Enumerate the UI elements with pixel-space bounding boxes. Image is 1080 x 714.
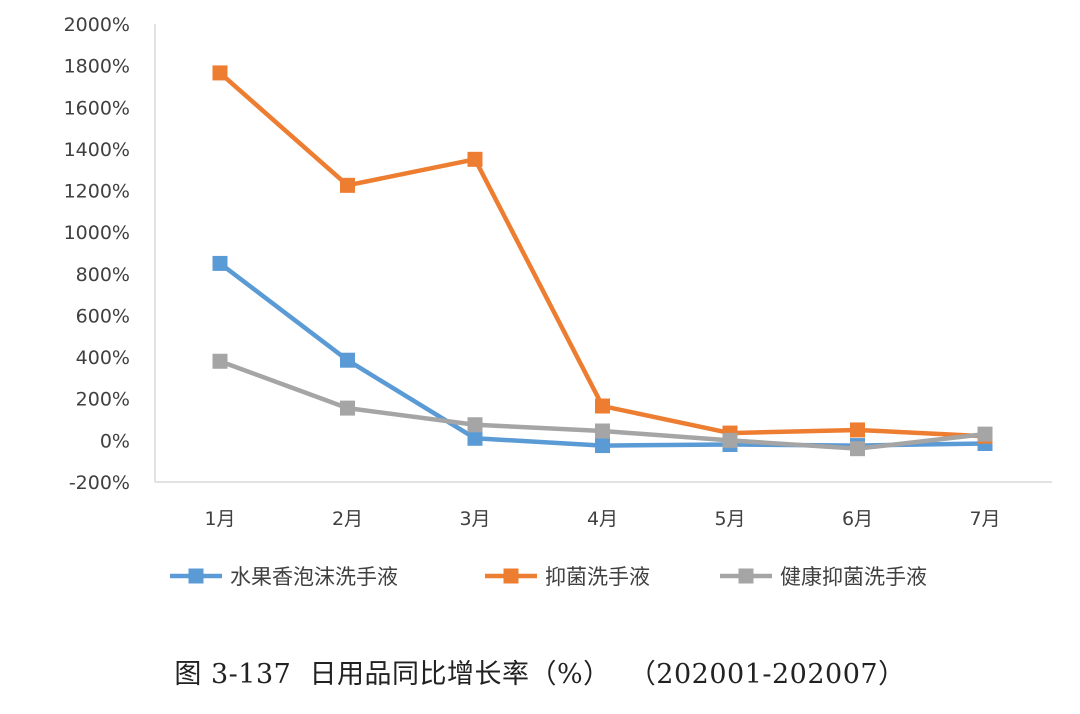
x-tick-label: 6月 [842,508,873,530]
y-tick-label: 1800% [64,56,130,78]
data-point [595,438,610,454]
series-lines [218,71,986,451]
data-point [850,441,865,457]
y-tick-label: 0% [100,430,130,452]
y-tick-label: 800% [76,264,130,286]
y-tick-label: 600% [76,305,130,327]
y-tick-label: 1600% [64,97,130,119]
data-point [340,400,355,416]
series-markers [212,65,993,457]
x-tick-label: 5月 [714,508,745,530]
y-axis-tick-labels: 2000% 1800% 1600% 1400% 1200% 1000% 800% 600% 40… [64,14,130,494]
series-line-2 [218,71,986,439]
x-tick-label: 7月 [969,508,1000,530]
y-tick-label: 1200% [64,181,130,203]
data-point [212,65,228,81]
legend-label: 健康抑菌洗手液 [780,565,927,589]
legend-marker [188,568,204,584]
legend: 水果香泡沫洗手液 抑菌洗手液 健康抑菌洗手液 [170,565,927,589]
data-point [340,352,355,368]
legend-label: 抑菌洗手液 [545,565,650,589]
data-point [340,177,355,193]
data-point [977,426,993,442]
data-point [722,432,738,448]
x-tick-label: 1月 [204,508,235,530]
legend-marker [503,568,519,584]
data-point [595,423,610,439]
y-tick-label: 2000% [64,14,130,36]
x-tick-label: 2月 [332,508,363,530]
y-tick-label: 400% [76,347,130,369]
legend-label: 水果香泡沫洗手液 [230,565,398,589]
series-line-1 [218,261,986,448]
y-tick-label: 200% [76,389,130,411]
data-point [595,398,610,414]
x-tick-label: 4月 [587,508,618,530]
chart-axes [154,24,1052,483]
data-point [467,417,483,433]
figure-caption: 图 3-137 日用品同比增长率（%） （202001-202007） [174,659,906,690]
x-axis-tick-labels: 1月 2月 3月 4月 5月 6月 7月 [204,508,1000,530]
y-tick-label: -200% [69,472,130,494]
data-point [850,422,865,438]
data-point [212,255,228,271]
y-tick-label: 1400% [64,139,130,161]
data-point [212,353,228,369]
y-tick-label: 1000% [64,222,130,244]
data-point [467,430,483,446]
data-point [467,151,483,167]
x-tick-label: 3月 [459,508,490,530]
legend-marker [738,568,754,584]
